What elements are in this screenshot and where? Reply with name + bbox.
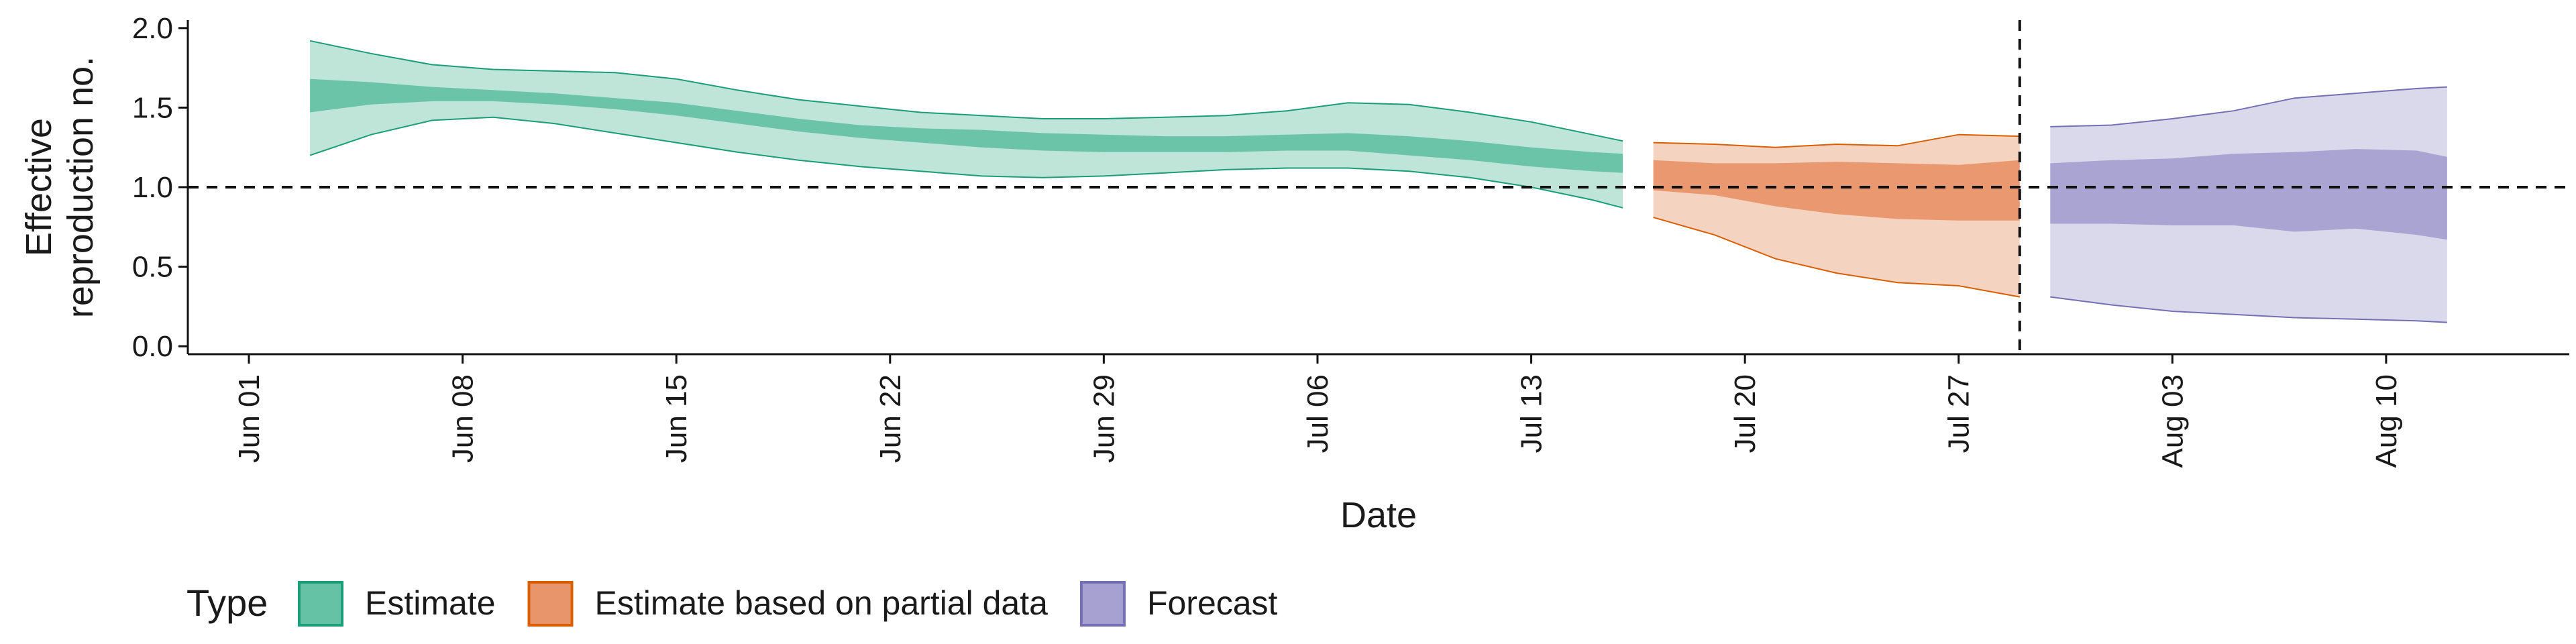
y-tick-label: 0.0 <box>132 330 173 363</box>
series-1-band-50 <box>1653 160 2020 221</box>
x-tick-label: Jun 29 <box>1087 374 1120 463</box>
y-tick-label: 0.5 <box>132 251 173 284</box>
series-2-upper-edge <box>2050 86 2447 127</box>
series-1-lower-edge <box>1653 217 2020 298</box>
series-2-lower-edge <box>2050 296 2447 323</box>
series-0-band-50 <box>310 78 1623 173</box>
x-tick-label: Aug 03 <box>2156 374 2189 468</box>
x-tick-label: Jun 01 <box>233 374 266 463</box>
axis-labels: Date Effective reproduction no. <box>19 56 1417 535</box>
x-tick-label: Jun 15 <box>660 374 693 463</box>
legend: Type Estimate Estimate based on partial da… <box>186 581 1278 627</box>
series-0-lower-edge <box>309 116 1623 209</box>
reference-lines <box>188 20 2569 354</box>
x-tick-label: Jun 08 <box>447 374 480 463</box>
x-axis-title: Date <box>1340 495 1417 535</box>
legend-swatch <box>527 581 574 627</box>
x-tick-label: Jun 22 <box>874 374 907 463</box>
legend-entry-label: Forecast <box>1147 584 1278 622</box>
y-axis-title-line: Effective <box>19 118 59 256</box>
x-tick-label: Jul 13 <box>1515 374 1548 453</box>
axes: 0.0 0.5 1.0 1.5 2.0 Jun 01 Jun 08 Jun 15 Jun 22 J… <box>132 12 2569 468</box>
legend-swatch <box>298 581 343 627</box>
series-1-upper-edge <box>1653 133 2020 148</box>
legend-swatch <box>1079 581 1126 627</box>
y-tick-label: 1.5 <box>132 91 173 124</box>
series-0-band-90 <box>310 40 1623 208</box>
series-bands <box>309 40 2447 323</box>
legend-entry-label: Estimate <box>365 584 496 622</box>
legend-title: Type <box>186 582 268 624</box>
series-0-upper-edge <box>309 40 1623 142</box>
x-tick-label: Jul 06 <box>1301 374 1334 453</box>
y-axis-title-line: reproduction no. <box>60 56 101 318</box>
series-2-band-50 <box>2050 149 2447 240</box>
y-tick-label: 1.0 <box>132 171 173 204</box>
legend-entry-label: Estimate based on partial data <box>595 584 1049 622</box>
x-tick-label: Jul 20 <box>1729 374 1762 453</box>
x-tick-label: Aug 10 <box>2370 374 2403 468</box>
y-tick-label: 2.0 <box>132 12 173 45</box>
x-tick-label: Jul 27 <box>1943 374 1976 453</box>
